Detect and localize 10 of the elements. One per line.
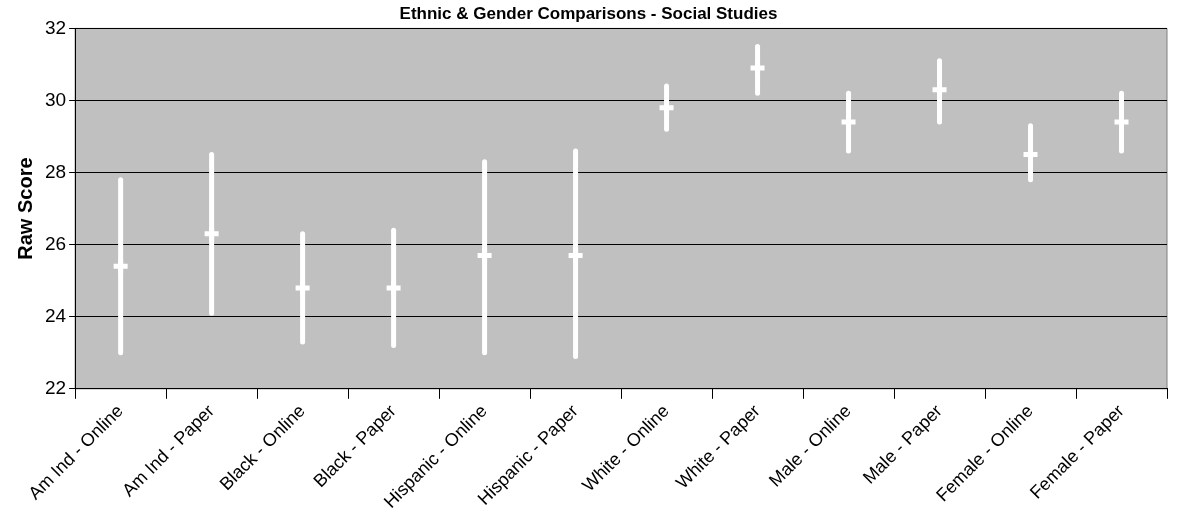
y-tick-label: 28 <box>44 160 67 182</box>
y-axis-title: Raw Score <box>13 157 36 260</box>
y-tick-label: 26 <box>44 232 67 254</box>
y-tick-label: 32 <box>44 16 67 38</box>
point <box>384 278 404 298</box>
point <box>293 278 313 298</box>
chart-title: Ethnic & Gender Comparisons - Social Studies <box>399 3 778 23</box>
y-tick-label: 24 <box>44 304 67 326</box>
y-tick-label: 22 <box>44 377 67 399</box>
y-tick-label: 30 <box>44 88 67 110</box>
